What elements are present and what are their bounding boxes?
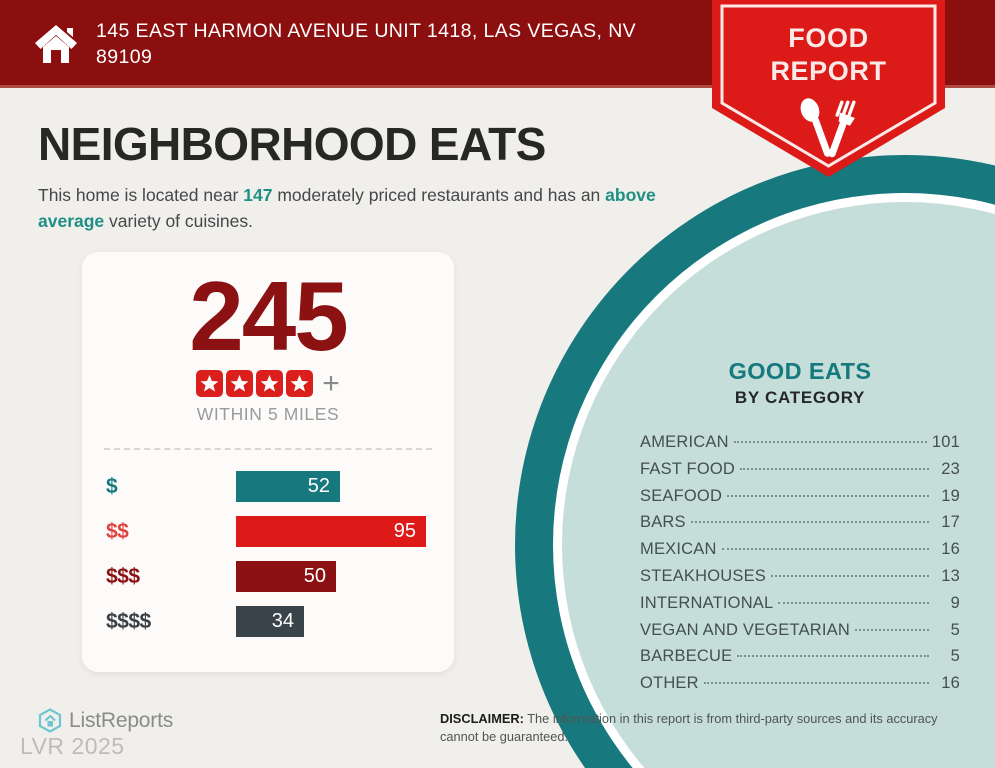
price-bar-row: $$$ 50 — [82, 554, 454, 599]
category-row: AMERICAN 101 — [640, 429, 960, 456]
category-dot-leader — [703, 682, 929, 685]
food-report-badge: FOOD REPORT — [712, 0, 945, 177]
category-count: 17 — [941, 513, 960, 532]
category-dot-leader — [733, 441, 927, 443]
badge-line-2: REPORT — [770, 56, 887, 86]
price-level-bar: 95 — [236, 516, 426, 547]
spoon-fork-icon — [800, 98, 856, 158]
category-row: OTHER 16 — [640, 670, 960, 697]
category-name: VEGAN AND VEGETARIAN — [640, 620, 850, 639]
header-underline — [0, 85, 995, 88]
category-row: FAST FOOD 23 — [640, 456, 960, 483]
intro-text-2: moderately priced restaurants and has an — [272, 185, 606, 205]
category-name: BARBECUE — [640, 647, 733, 666]
intro-paragraph: This home is located near 147 moderately… — [38, 182, 693, 234]
category-row: BARBECUE 5 — [640, 643, 960, 670]
category-count: 5 — [950, 620, 960, 639]
price-level-label: $$$$ — [106, 609, 151, 633]
disclaimer-label: DISCLAIMER: — [440, 711, 524, 726]
price-level-label: $$$ — [106, 564, 140, 588]
restaurant-stats-card: 245 + WITHIN 5 MILES $52 $$ 95 $$$ 50 $$$$ 34 — [82, 252, 454, 672]
radius-label: WITHIN 5 MILES — [196, 404, 340, 424]
badge-title: FOOD REPORT — [712, 22, 945, 88]
category-row: STEAKHOUSES 13 — [640, 563, 960, 590]
price-level-value: 52 — [307, 475, 330, 497]
category-list: AMERICAN 101 FAST FOOD 23 SEAFOOD 19 BARS 17 MEX… — [640, 429, 960, 697]
good-eats-subtitle: BY CATEGORY — [734, 388, 866, 407]
badge-shield-shape — [712, 0, 945, 177]
category-count: 101 — [931, 433, 960, 451]
disclaimer: DISCLAIMER: The information in this repo… — [440, 710, 965, 745]
category-row: MEXICAN 16 — [640, 536, 960, 563]
category-row: VEGAN AND VEGETARIAN 5 — [640, 617, 960, 644]
price-level-bar: 50 — [236, 561, 336, 592]
star-icon — [256, 370, 284, 397]
header-bar: 145 EAST HARMON AVENUE UNIT 1418, LAS VE… — [0, 0, 995, 88]
star-icon — [196, 370, 224, 397]
intro-highlight-variety: above average — [38, 185, 656, 231]
category-count: 13 — [941, 566, 960, 585]
listreports-logo: ListReports — [38, 708, 173, 733]
category-dot-leader — [740, 467, 929, 470]
disclaimer-text: The information in this report is from t… — [440, 711, 938, 744]
rating-plus-sign: + — [322, 366, 340, 400]
category-name: SEAFOOD — [640, 486, 723, 505]
category-count: 23 — [941, 459, 960, 478]
category-name: INTERNATIONAL — [640, 593, 774, 612]
price-level-label: $$ — [106, 519, 129, 543]
good-eats-title: GOOD EATS — [728, 358, 872, 384]
listreports-label: ListReports — [69, 708, 174, 732]
page-title: NEIGHBORHOOD EATS — [38, 118, 546, 170]
price-level-value: 95 — [393, 520, 416, 542]
category-count: 16 — [941, 540, 960, 559]
category-name: BARS — [640, 513, 686, 532]
category-dot-leader — [727, 494, 929, 497]
star-icon — [226, 370, 254, 397]
circle-inner-fill — [562, 202, 995, 768]
category-row: INTERNATIONAL 9 — [640, 590, 960, 617]
restaurant-count: 245 — [189, 261, 349, 371]
category-dot-leader — [855, 628, 929, 631]
category-count: 5 — [950, 647, 960, 666]
category-row: SEAFOOD 19 — [640, 483, 960, 510]
house-icon — [35, 25, 77, 63]
category-count: 9 — [950, 593, 960, 612]
category-name: AMERICAN — [640, 433, 729, 451]
star-icon — [286, 370, 314, 397]
category-dot-leader — [778, 601, 929, 604]
price-level-value: 34 — [271, 610, 294, 632]
price-level-bar: 34 — [236, 606, 304, 637]
category-dot-leader — [690, 521, 929, 524]
category-count: 16 — [941, 674, 960, 693]
card-divider — [104, 448, 432, 450]
price-bar-row: $$$$ 34 — [82, 599, 454, 644]
badge-line-1: FOOD — [788, 23, 869, 53]
price-level-label: $ — [106, 474, 118, 498]
category-dot-leader — [721, 548, 929, 551]
category-row: BARS 17 — [640, 509, 960, 536]
category-name: OTHER — [640, 674, 699, 693]
category-name: MEXICAN — [640, 540, 717, 559]
price-bar-row: $52 — [82, 464, 454, 509]
star-rating: + — [82, 366, 454, 400]
category-count: 19 — [941, 486, 960, 505]
category-name: STEAKHOUSES — [640, 566, 766, 585]
price-level-value: 50 — [303, 565, 326, 587]
category-dot-leader — [737, 655, 929, 658]
good-eats-panel: GOOD EATS BY CATEGORY AMERICAN 101 FAST FO… — [640, 358, 960, 697]
intro-text-1: This home is located near — [38, 185, 244, 205]
price-bar-row: $$ 95 — [82, 509, 454, 554]
category-dot-leader — [770, 574, 929, 577]
intro-highlight-count: 147 — [243, 185, 273, 205]
property-address: 145 EAST HARMON AVENUE UNIT 1418, LAS VE… — [96, 20, 637, 68]
watermark: LVR 2025 — [20, 733, 125, 759]
price-level-bar: 52 — [236, 471, 340, 502]
intro-text-3: variety of cuisines. — [104, 211, 253, 231]
listreports-house-icon — [38, 708, 62, 733]
category-name: FAST FOOD — [640, 459, 736, 478]
price-level-bar-chart: $52 $$ 95 $$$ 50 $$$$ 34 — [82, 464, 454, 644]
